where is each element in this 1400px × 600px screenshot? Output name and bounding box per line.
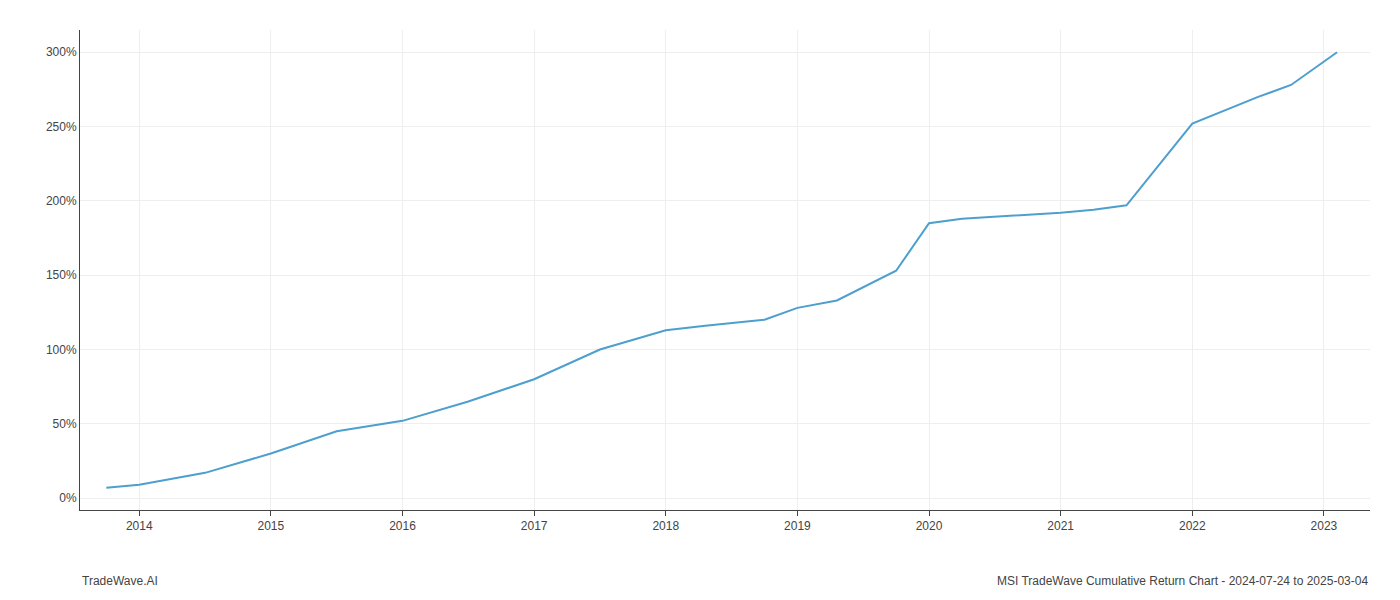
- svg-text:MSI TradeWave Cumulative Retur: MSI TradeWave Cumulative Return Chart - …: [997, 574, 1368, 588]
- svg-text:2023: 2023: [1311, 519, 1338, 533]
- svg-text:2022: 2022: [1179, 519, 1206, 533]
- svg-text:2021: 2021: [1047, 519, 1074, 533]
- svg-text:150%: 150%: [46, 268, 77, 282]
- svg-text:TradeWave.AI: TradeWave.AI: [82, 574, 158, 588]
- svg-text:100%: 100%: [46, 343, 77, 357]
- svg-text:300%: 300%: [46, 45, 77, 59]
- svg-text:2017: 2017: [521, 519, 548, 533]
- svg-text:2014: 2014: [126, 519, 153, 533]
- svg-text:2016: 2016: [389, 519, 416, 533]
- svg-text:2020: 2020: [916, 519, 943, 533]
- svg-text:2018: 2018: [652, 519, 679, 533]
- svg-text:50%: 50%: [53, 417, 77, 431]
- svg-text:200%: 200%: [46, 194, 77, 208]
- svg-text:250%: 250%: [46, 120, 77, 134]
- svg-text:2019: 2019: [784, 519, 811, 533]
- svg-text:0%: 0%: [59, 491, 77, 505]
- svg-text:2015: 2015: [258, 519, 285, 533]
